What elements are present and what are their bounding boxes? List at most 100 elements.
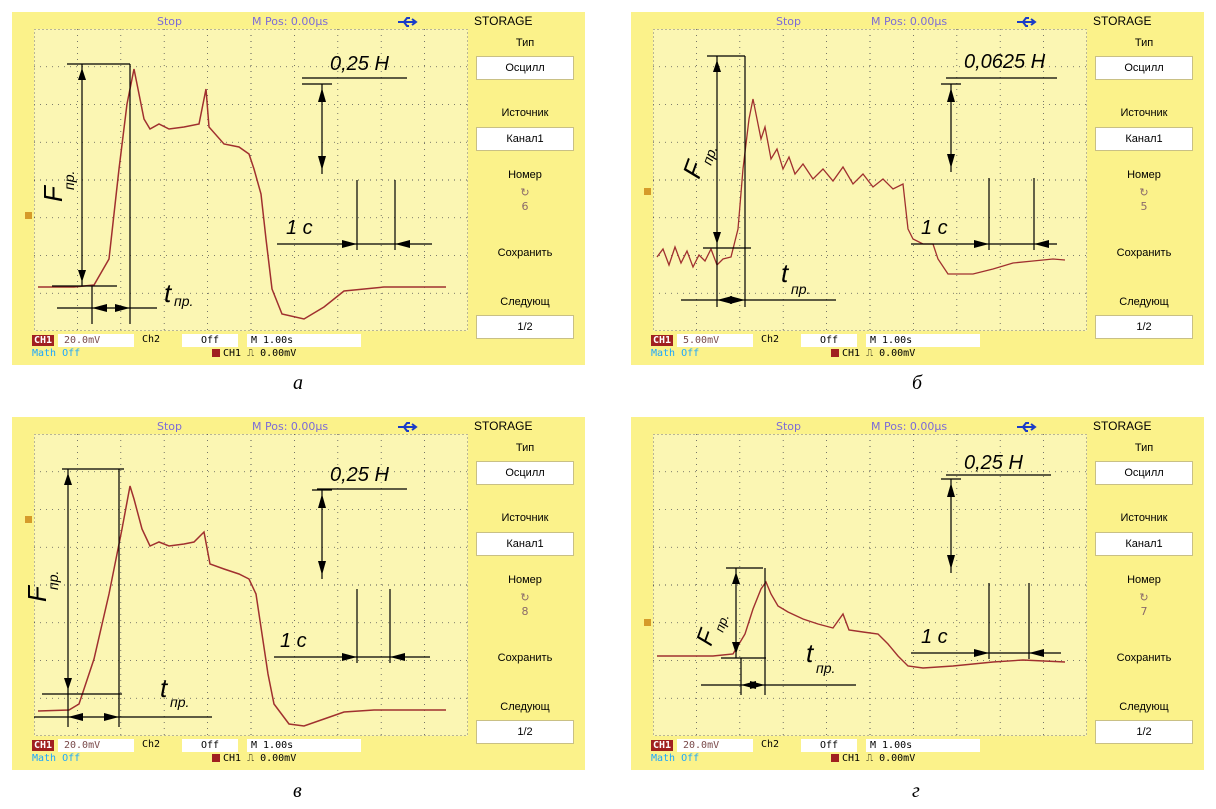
rotate-knob-icon[interactable]: ↻	[1139, 186, 1149, 199]
ch1-level-marker	[644, 619, 651, 626]
time-base: M 1.00s	[247, 334, 361, 347]
ch2-value: Off	[801, 334, 857, 347]
screen-border	[653, 29, 1087, 331]
next-label: Следующ	[500, 701, 550, 713]
graticule	[653, 29, 1087, 331]
ch1-volts: 20.0mV	[58, 334, 134, 347]
number-label: Номер	[1127, 574, 1161, 586]
caption-g: г	[912, 780, 920, 802]
number-label: Номер	[1127, 169, 1161, 181]
next-page-button[interactable]: 1/2	[476, 720, 574, 744]
screen-border	[34, 29, 468, 331]
type-label: Тип	[515, 442, 535, 454]
caption-a: а	[293, 372, 303, 394]
screen-border	[34, 434, 468, 736]
graticule	[34, 434, 468, 736]
storage-menu: Тип Осцилл Источник Канал1 Номер ↻ 6 Сох…	[472, 29, 578, 339]
ch1-tag: CH1	[32, 740, 55, 751]
number-label: Номер	[508, 169, 542, 181]
rotate-knob-icon[interactable]: ↻	[1139, 591, 1149, 604]
rotate-knob-icon[interactable]: ↻	[520, 186, 530, 199]
m-position: M Pos: 0.00µs	[252, 15, 329, 28]
storage-menu: Тип Осцилл Источник Канал1 Номер ↻ 7 Сох…	[1091, 434, 1197, 744]
trigger-status: CH1 ⎍ 0.00mV	[212, 348, 296, 359]
status-bar: CH1 20.0mV Ch2 Off M 1.00s Math Off CH1 …	[651, 739, 1091, 767]
source-button[interactable]: Канал1	[476, 127, 574, 151]
type-button[interactable]: Осцилл	[1095, 461, 1193, 485]
screen-border	[653, 434, 1087, 736]
menu-title: STORAGE	[1093, 14, 1152, 28]
usb-icon	[1017, 422, 1037, 432]
waveform-trace	[37, 485, 446, 727]
waveform-screen	[34, 434, 468, 736]
waveform-trace	[657, 580, 1066, 669]
trigger-text: CH1 ⎍ 0.00mV	[223, 348, 297, 359]
storage-menu: Тип Осцилл Источник Канал1 Номер ↻ 8 Сох…	[472, 434, 578, 744]
type-label: Тип	[1134, 37, 1154, 49]
trigger-text: CH1 ⎍ 0.00mV	[842, 753, 916, 764]
menu-title: STORAGE	[474, 14, 533, 28]
oscilloscope-panel-v: Stop M Pos: 0.00µs STORAGE Тип Осцилл Ис…	[12, 417, 585, 770]
type-button[interactable]: Осцилл	[1095, 56, 1193, 80]
trigger-status: CH1 ⎍ 0.00mV	[212, 753, 296, 764]
m-position: M Pos: 0.00µs	[252, 420, 329, 433]
signal-line	[37, 485, 446, 727]
run-status: Stop	[157, 15, 183, 28]
save-button[interactable]: Сохранить	[497, 247, 553, 259]
ch1-tag: CH1	[32, 335, 55, 346]
status-bar: CH1 5.00mV Ch2 Off M 1.00s Math Off CH1 …	[651, 334, 1091, 362]
type-button[interactable]: Осцилл	[476, 56, 574, 80]
ch2-label: Ch2	[761, 739, 780, 750]
source-button[interactable]: Канал1	[1095, 532, 1193, 556]
type-button[interactable]: Осцилл	[476, 461, 574, 485]
number-value: 5	[1140, 200, 1148, 213]
trigger-icon	[831, 349, 839, 357]
math-status: Math Off	[32, 753, 81, 764]
source-button[interactable]: Канал1	[1095, 127, 1193, 151]
ch1-level-marker	[25, 212, 32, 219]
trigger-status: CH1 ⎍ 0.00mV	[831, 348, 915, 359]
ch1-volts: 5.00mV	[677, 334, 753, 347]
source-label: Источник	[1120, 512, 1168, 524]
time-base: M 1.00s	[866, 334, 980, 347]
usb-icon	[398, 422, 418, 432]
math-status: Math Off	[651, 348, 700, 359]
trigger-text: CH1 ⎍ 0.00mV	[223, 753, 297, 764]
menu-title: STORAGE	[1093, 419, 1152, 433]
save-button[interactable]: Сохранить	[1116, 247, 1172, 259]
source-label: Источник	[501, 107, 549, 119]
source-label: Источник	[501, 512, 549, 524]
usb-icon	[1017, 17, 1037, 27]
oscilloscope-panel-g: Stop M Pos: 0.00µs STORAGE Тип Осцилл Ис…	[631, 417, 1204, 770]
status-bar: CH1 20.0mV Ch2 Off M 1.00s Math Off CH1 …	[32, 334, 472, 362]
rotate-knob-icon[interactable]: ↻	[520, 591, 530, 604]
ch2-value: Off	[801, 739, 857, 752]
oscilloscope-panel-b: Stop M Pos: 0.00µs STORAGE Тип Осцилл Ис…	[631, 12, 1204, 365]
ch1-tag: CH1	[651, 335, 674, 346]
trigger-status: CH1 ⎍ 0.00mV	[831, 753, 915, 764]
next-page-button[interactable]: 1/2	[476, 315, 574, 339]
type-label: Тип	[1134, 442, 1154, 454]
ch1-tag: CH1	[651, 740, 674, 751]
ch1-volts: 20.0mV	[677, 739, 753, 752]
waveform-screen	[653, 434, 1087, 736]
save-button[interactable]: Сохранить	[497, 652, 553, 664]
next-page-button[interactable]: 1/2	[1095, 315, 1193, 339]
next-label: Следующ	[500, 296, 550, 308]
next-page-button[interactable]: 1/2	[1095, 720, 1193, 744]
save-button[interactable]: Сохранить	[1116, 652, 1172, 664]
waveform-screen	[653, 29, 1087, 331]
signal-line	[657, 580, 1066, 669]
waveform-trace	[656, 98, 1066, 275]
run-status: Stop	[776, 15, 802, 28]
signal-line	[38, 68, 446, 320]
oscilloscope-panel-a: Stop M Pos: 0.00µs STORAGE Тип Осцилл Ис…	[12, 12, 585, 365]
type-label: Тип	[515, 37, 535, 49]
time-base: M 1.00s	[247, 739, 361, 752]
storage-menu: Тип Осцилл Источник Канал1 Номер ↻ 5 Сох…	[1091, 29, 1197, 339]
waveform-trace	[38, 68, 446, 320]
usb-icon	[398, 17, 418, 27]
ch2-label: Ch2	[142, 334, 161, 345]
next-label: Следующ	[1119, 701, 1169, 713]
source-button[interactable]: Канал1	[476, 532, 574, 556]
